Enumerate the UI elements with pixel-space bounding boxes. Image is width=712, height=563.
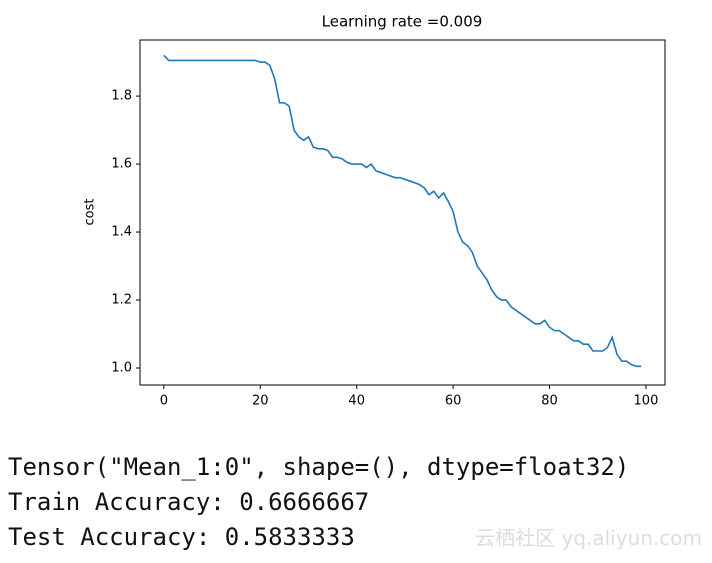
x-tick-label: 80 bbox=[541, 394, 558, 409]
chart-title: Learning rate =0.009 bbox=[322, 13, 483, 31]
y-tick-label: 1.0 bbox=[111, 361, 132, 376]
output-line: Tensor("Mean_1:0", shape=(), dtype=float… bbox=[8, 453, 630, 481]
y-axis-label: cost bbox=[83, 199, 98, 226]
x-tick-label: 60 bbox=[445, 394, 462, 409]
y-tick-label: 1.2 bbox=[111, 293, 132, 308]
x-tick-label: 100 bbox=[634, 394, 659, 409]
output-line: Train Accuracy: 0.6666667 bbox=[8, 488, 370, 516]
x-tick-label: 20 bbox=[252, 394, 269, 409]
x-tick-label: 0 bbox=[160, 394, 168, 409]
y-tick-label: 1.6 bbox=[111, 157, 132, 172]
y-tick-label: 1.4 bbox=[111, 225, 132, 240]
plot-frame bbox=[139, 39, 666, 386]
x-tick-label: 40 bbox=[348, 394, 365, 409]
output-line: Test Accuracy: 0.5833333 bbox=[8, 523, 355, 551]
line-series bbox=[163, 54, 642, 368]
watermark: 云栖社区 yq.aliyun.com bbox=[475, 526, 702, 550]
y-tick-label: 1.8 bbox=[111, 89, 132, 104]
chart: Learning rate =0.009 cost 1.0 1.2 1.4 1.6 1.… bbox=[83, 13, 666, 409]
